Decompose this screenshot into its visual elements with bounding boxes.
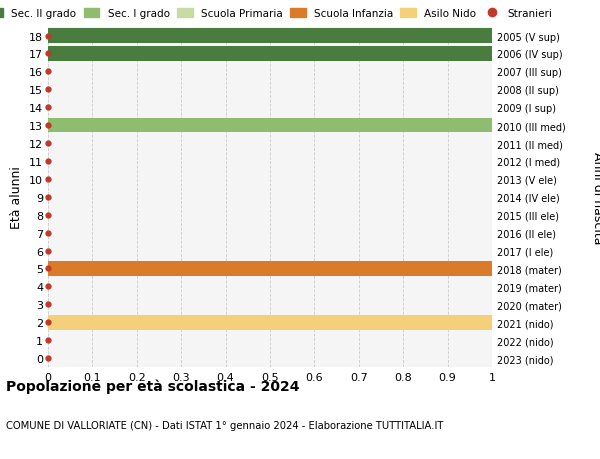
Bar	[48, 47, 492, 62]
Y-axis label: Età alunni: Età alunni	[10, 166, 23, 229]
Bar	[48, 262, 492, 276]
Bar	[48, 29, 492, 44]
Text: Popolazione per età scolastica - 2024: Popolazione per età scolastica - 2024	[6, 379, 299, 393]
Text: COMUNE DI VALLORIATE (CN) - Dati ISTAT 1° gennaio 2024 - Elaborazione TUTTITALIA: COMUNE DI VALLORIATE (CN) - Dati ISTAT 1…	[6, 420, 443, 430]
Legend: Sec. II grado, Sec. I grado, Scuola Primaria, Scuola Infanzia, Asilo Nido, Stran: Sec. II grado, Sec. I grado, Scuola Prim…	[0, 9, 553, 19]
Text: Anni di nascita: Anni di nascita	[590, 151, 600, 244]
Bar	[48, 118, 492, 133]
Bar	[48, 315, 492, 330]
